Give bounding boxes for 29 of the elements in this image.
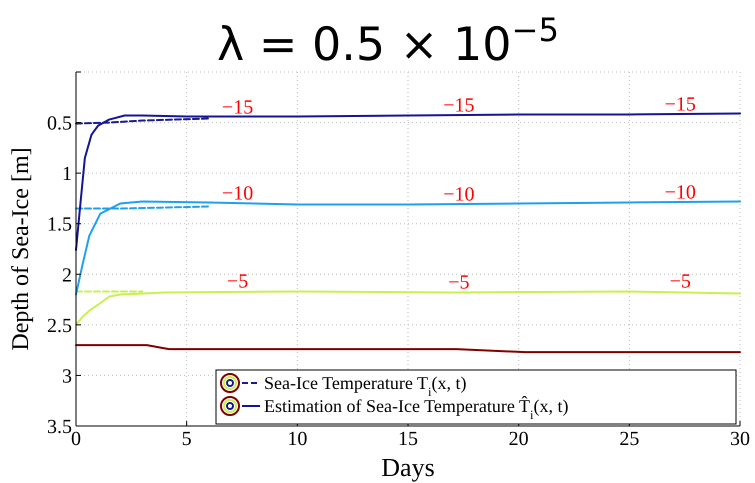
x-tick-label: 0	[71, 428, 81, 450]
x-tick-label: 25	[619, 428, 640, 450]
y-tick-label: 1	[62, 163, 72, 186]
x-tick-label: 20	[508, 428, 529, 450]
x-tick-label: 30	[730, 428, 750, 450]
annotation: −10	[664, 181, 696, 204]
annotation: −15	[664, 93, 696, 116]
y-tick-label: 3.5	[47, 416, 72, 438]
y-axis-title: Depth of Sea-Ice [m]	[8, 147, 34, 351]
y-tick-label: 1.5	[47, 214, 72, 236]
annotation: −15	[222, 96, 254, 119]
line-series	[75, 200, 741, 296]
line-series	[75, 290, 741, 326]
y-tick-label: 3	[62, 365, 72, 388]
x-tick-label: 15	[398, 428, 418, 450]
x-axis-title: Days	[381, 453, 435, 482]
annotation: −10	[443, 183, 475, 206]
x-tick-label: 5	[182, 428, 192, 450]
x-tick-label: 10	[287, 428, 308, 450]
y-tick-label: 2	[62, 264, 72, 286]
annotation: −5	[226, 270, 248, 292]
y-tick-label: 2.5	[47, 314, 72, 337]
chart-title: λ = 0.5 × 10$^{−5}$	[217, 11, 559, 71]
annotation: −10	[222, 182, 254, 204]
annotation: −15	[443, 94, 475, 116]
annotation: −5	[448, 271, 470, 294]
line-series	[75, 112, 741, 252]
annotation: −5	[670, 270, 691, 292]
y-tick-label: 0.5	[47, 112, 72, 135]
